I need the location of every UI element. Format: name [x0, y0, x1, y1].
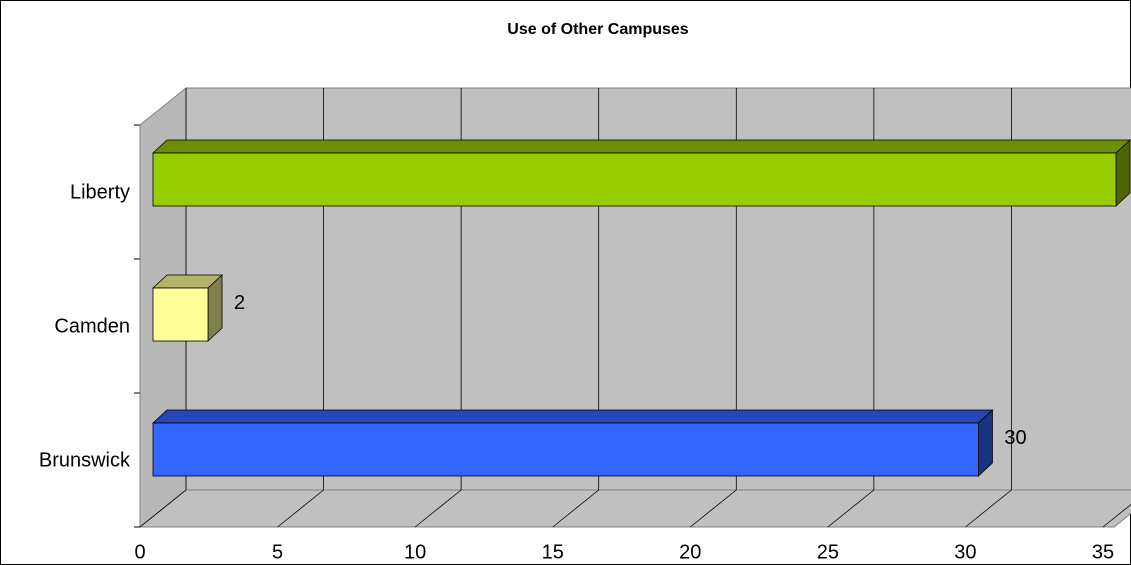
data-label: 30: [1004, 427, 1026, 449]
bar: [152, 287, 209, 342]
y-tick-label: Liberty: [70, 181, 130, 203]
x-tick-label: 5: [272, 541, 283, 563]
y-tick-label: Brunswick: [39, 449, 131, 471]
floor-line: [552, 489, 599, 528]
x-tick-label: 15: [542, 541, 564, 563]
floor-line: [1102, 503, 1131, 528]
x-tick-label: 20: [679, 541, 701, 563]
chart-title: Use of Other Campuses: [507, 21, 688, 38]
bar: [152, 152, 1117, 207]
floor-line: [690, 489, 737, 528]
x-tick-label: 30: [954, 541, 976, 563]
floor-line: [965, 489, 1012, 528]
floor-line: [414, 489, 462, 528]
bar: [152, 422, 979, 477]
floor-line: [277, 489, 324, 528]
floor-line: [827, 489, 875, 528]
x-tick-label: 0: [134, 541, 145, 563]
floor: [138, 489, 1131, 528]
x-tick-label: 10: [404, 541, 426, 563]
y-tick-label: Camden: [54, 315, 130, 337]
floor-line: [139, 489, 187, 528]
bar-top: [151, 139, 1131, 154]
x-tick-label: 35: [1092, 541, 1114, 563]
bar-top: [151, 409, 994, 424]
x-tick-label: 25: [817, 541, 839, 563]
data-label: 2: [234, 292, 245, 314]
